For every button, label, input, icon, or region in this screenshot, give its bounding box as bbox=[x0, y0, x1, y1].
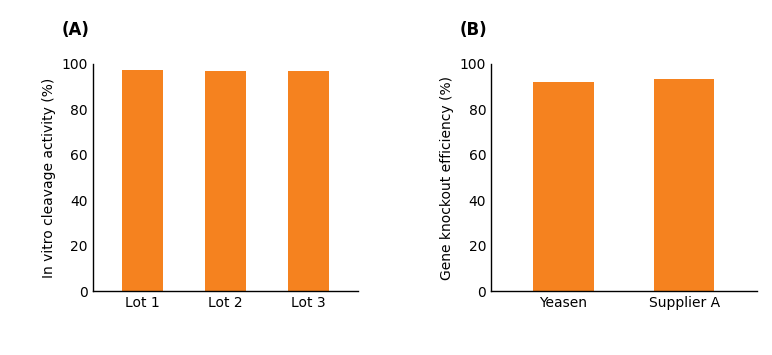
Y-axis label: In vitro cleavage activity (%): In vitro cleavage activity (%) bbox=[42, 77, 56, 278]
Bar bbox=[205, 71, 246, 291]
Bar bbox=[288, 71, 329, 291]
Bar bbox=[533, 82, 594, 291]
Text: (B): (B) bbox=[460, 21, 488, 39]
Text: (A): (A) bbox=[62, 21, 90, 39]
Bar bbox=[654, 79, 714, 291]
Y-axis label: Gene knockout efficiency (%): Gene knockout efficiency (%) bbox=[440, 76, 454, 279]
Bar bbox=[122, 70, 163, 291]
